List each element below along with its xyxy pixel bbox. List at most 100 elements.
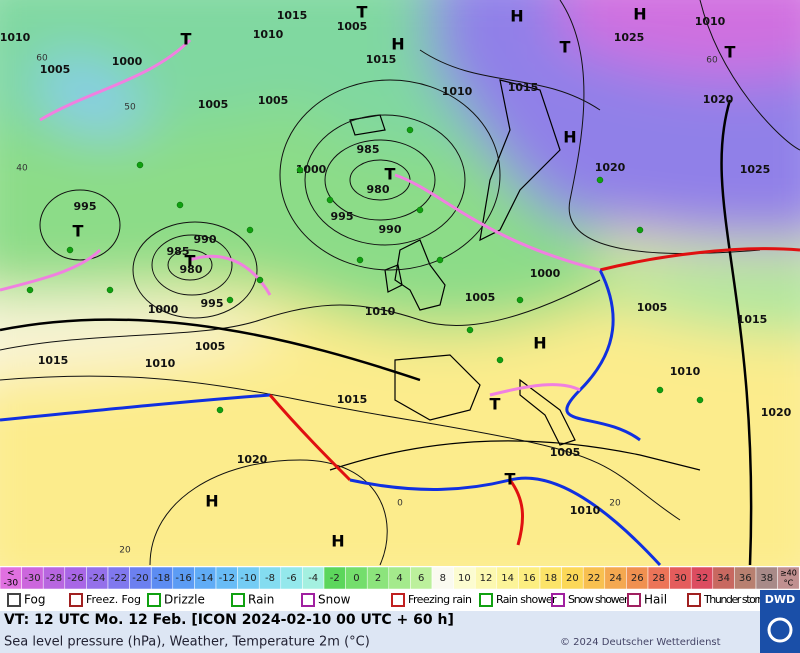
coast-africa [329,440,701,471]
scale-high-label: ≥40 [780,569,797,578]
pressure-center: T [490,395,501,414]
legend-label: Freezing rain [408,593,472,606]
scale-value: -6 [287,573,297,584]
weather-symbol [416,206,424,214]
legend-label: Freez. Fog [86,593,141,606]
pressure-label: 1005 [337,20,368,33]
grid-label: 0 [397,499,403,509]
weather-symbol [66,246,74,254]
weather-symbol [696,396,704,404]
pressure-center: H [391,35,404,54]
weather-symbol [326,196,334,204]
pressure-label: 1005 [40,63,71,76]
pressure-label: 1010 [442,85,473,98]
scale-value: -14 [197,573,213,584]
scale-value: -22 [111,573,127,584]
pressure-label: 1015 [366,53,397,66]
scale-value: -2 [330,573,340,584]
pressure-label: 1005 [550,446,581,459]
pressure-center: H [633,5,646,24]
pressure-label: 1005 [195,340,226,353]
isobar [0,279,601,351]
scale-value: 14 [501,573,514,584]
coast-iceland [349,114,386,136]
warm-front [599,247,800,272]
warm-front [268,394,352,482]
weather-symbol [176,201,184,209]
isobar [149,459,388,566]
fronts [0,38,800,567]
scale-value: -26 [67,573,83,584]
pressure-label: 1015 [737,313,768,326]
copyright: © 2024 Deutscher Wetterdienst [560,637,721,648]
legend-label: Rain [248,593,274,607]
scale-value: -4 [308,573,318,584]
legend-icon [391,593,405,607]
scale-value: -10 [240,573,256,584]
scale-value: 34 [717,573,730,584]
description: Sea level pressure (hPa), Weather, Tempe… [4,635,370,650]
isobars [0,0,800,566]
scale-value: -8 [265,573,275,584]
pressure-label: 1010 [670,365,701,378]
weather-symbol [636,226,644,234]
legend-icon [147,593,161,607]
pressure-label: 1015 [277,9,308,22]
logo-swirl [767,617,793,643]
footer-panel [0,611,760,653]
legend-label: Fog [24,593,45,607]
legend-label: Snow [318,593,351,607]
pressure-label: 1015 [508,81,539,94]
cold-front [0,393,271,422]
isobar [0,375,681,521]
isobar [699,0,800,151]
grid-label: 50 [124,103,136,113]
weather-symbol [246,226,254,234]
scale-value: 18 [544,573,557,584]
pressure-label: 1000 [296,163,327,176]
scale-value: 38 [760,573,773,584]
pressure-label: 1020 [761,406,792,419]
weather-symbol [136,161,144,169]
scale-high-label: °C [784,579,794,588]
scale-value: -20 [132,573,148,584]
scale-low-label: -30 [3,579,18,589]
scale-value: 0 [353,573,359,584]
scale-cell [777,566,800,590]
weather-symbol [256,276,264,284]
pressure-label: 990 [194,233,217,246]
pressure-label: 1005 [637,301,668,314]
pressure-label: 1015 [38,354,69,367]
coast-iberia [394,354,481,421]
pressure-center: T [560,38,571,57]
legend-label: Snow shower [568,593,629,606]
isobar [559,0,761,254]
weather-symbol [496,356,504,364]
isobar [39,189,121,261]
isobar [132,221,258,319]
pressure-label: 1010 [570,504,601,517]
weather-symbol [216,406,224,414]
pressure-center: T [73,222,84,241]
scale-value: 4 [396,573,402,584]
isobar [304,114,466,246]
pressure-center: T [181,30,192,49]
legend-label: Rain shower [496,593,557,606]
pressure-label: 1020 [703,93,734,106]
pressure-label: 1010 [365,305,396,318]
pressure-label: 1000 [148,303,179,316]
pressure-label: 1010 [253,28,284,41]
grid-label: 40 [16,164,28,174]
scale-value: 16 [523,573,536,584]
pressure-label: 980 [180,263,203,276]
pressure-label: 990 [379,223,402,236]
pressure-label: 995 [331,210,354,223]
legend-icon [69,593,83,607]
legend-icon [479,593,493,607]
pressure-center: T [357,3,368,22]
pressure-label: 1010 [0,31,31,44]
field-pale [0,296,300,378]
field-east [600,260,800,333]
